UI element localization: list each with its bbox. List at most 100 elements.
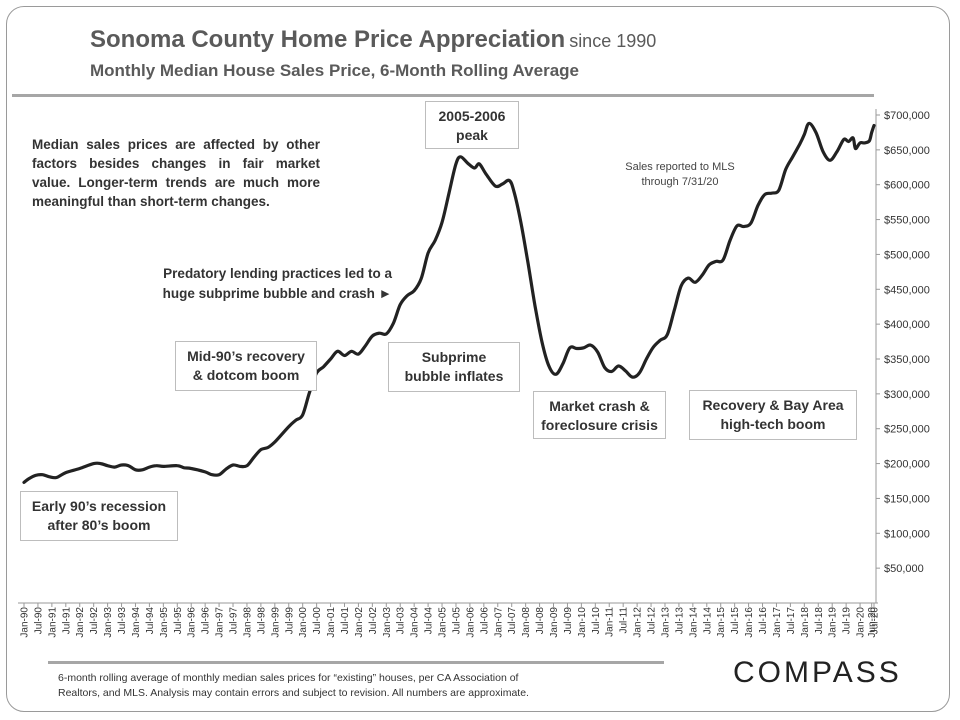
x-tick-label: Jan-99 xyxy=(270,607,281,638)
x-tick-label: Jul-95 xyxy=(173,607,184,635)
annotation-line: Market crash & xyxy=(549,398,650,414)
x-tick-label: Jan-04 xyxy=(410,607,421,638)
x-tick-label: Jan-98 xyxy=(242,607,253,638)
compass-logo: COMPASS xyxy=(733,656,902,689)
y-tick-label: $600,000 xyxy=(884,180,930,192)
annotation-line: Early 90’s recession xyxy=(31,498,167,514)
x-tick-label: Jan-08 xyxy=(521,607,532,638)
y-tick-label: $200,000 xyxy=(884,459,930,471)
top-divider xyxy=(12,94,874,97)
annotation-line: Subprime xyxy=(421,349,487,365)
footer-note: 6-month rolling average of monthly media… xyxy=(58,671,658,701)
bottom-divider xyxy=(48,661,664,664)
x-tick-label: Jul-94 xyxy=(145,607,156,635)
x-tick-label: Jul-03 xyxy=(396,607,407,635)
x-tick-label: Jan-06 xyxy=(465,607,476,638)
x-tick-label: Jan-97 xyxy=(215,607,226,638)
x-tick-label: Jan-19 xyxy=(828,607,839,638)
peak-annotation: 2005-2006 peak xyxy=(425,101,519,149)
x-tick-label: Jan-17 xyxy=(772,607,783,638)
y-tick-label: $100,000 xyxy=(884,528,930,540)
y-tick-label: $250,000 xyxy=(884,424,930,436)
x-tick-label: Jul-93 xyxy=(117,607,128,635)
x-tick-label: Jul-11 xyxy=(619,607,630,634)
predatory-lending-note: Predatory lending practices led to a hug… xyxy=(120,264,392,304)
x-tick-label: Jul-20 xyxy=(870,607,881,635)
x-tick-label: Jul-91 xyxy=(61,607,72,635)
predatory-note-line: huge subprime bubble and crash ► xyxy=(162,286,392,301)
median-note-line: meaningful than short-term changes. xyxy=(32,194,270,209)
median-price-line xyxy=(22,121,876,484)
x-tick-label: Jul-92 xyxy=(89,607,100,635)
footer-line: Realtors, and MLS. Analysis may contain … xyxy=(58,687,529,699)
y-tick-label: $50,000 xyxy=(884,563,924,575)
x-tick-label: Jul-16 xyxy=(758,607,769,635)
x-tick-label: Jul-18 xyxy=(814,607,825,635)
x-tick-label: Jul-00 xyxy=(312,607,323,635)
x-tick-label: Jul-06 xyxy=(479,607,490,635)
x-tick-label: Jul-15 xyxy=(730,607,741,635)
y-tick-label: $300,000 xyxy=(884,389,930,401)
annotation-line: Mid-90’s recovery xyxy=(187,348,305,364)
x-tick-label: Jul-90 xyxy=(33,607,44,635)
y-tick-label: $350,000 xyxy=(884,354,930,366)
x-tick-label: Jul-19 xyxy=(842,607,853,635)
x-tick-label: Jul-14 xyxy=(702,607,713,635)
predatory-note-line: Predatory lending practices led to a xyxy=(163,266,392,281)
x-tick-label: Jan-02 xyxy=(354,607,365,638)
chart-title: Sonoma County Home Price Appreciation sin… xyxy=(90,26,656,54)
x-tick-label: Jul-08 xyxy=(535,607,546,635)
title-main: Sonoma County Home Price Appreciation xyxy=(90,26,566,53)
x-tick-label: Jun-20 xyxy=(867,607,878,638)
mls-note: Sales reported to MLS through 7/31/20 xyxy=(580,160,780,190)
y-axis: $50,000 $100,000 $150,000 $200,000 $250,000 $… xyxy=(875,109,930,603)
x-tick-label: Jan-15 xyxy=(716,607,727,638)
x-tick-label: Jul-98 xyxy=(256,607,267,635)
annotation-line: bubble inflates xyxy=(404,368,504,384)
x-tick-label: Jan-90 xyxy=(20,607,31,638)
annotation-line: foreclosure crisis xyxy=(541,417,658,433)
x-tick-label: Jan-13 xyxy=(660,607,671,638)
annotation-line: high-tech boom xyxy=(720,416,826,432)
x-tick-label: Jul-99 xyxy=(284,607,295,635)
median-note-line: Median sales prices are affected by othe… xyxy=(32,137,320,152)
median-note-line: factors besides changes in fair market xyxy=(32,156,320,171)
median-note: Median sales prices are affected by othe… xyxy=(32,135,320,211)
x-tick-label: Jul-97 xyxy=(229,607,240,635)
chart-subtitle: Monthly Median House Sales Price, 6-Mont… xyxy=(90,61,579,80)
y-tick-label: $450,000 xyxy=(884,284,930,296)
x-tick-label: Jan-95 xyxy=(159,607,170,638)
x-tick-label: Jul-96 xyxy=(201,607,212,635)
mls-note-line: Sales reported to MLS xyxy=(625,161,735,173)
y-tick-label: $150,000 xyxy=(884,493,930,505)
annotation-line: 2005-2006 xyxy=(438,108,506,124)
x-tick-label: Jul-04 xyxy=(424,607,435,635)
y-tick-label: $500,000 xyxy=(884,249,930,261)
x-tick-label: Jan-93 xyxy=(103,607,114,638)
y-tick-label: $550,000 xyxy=(884,215,930,227)
x-tick-label: Jul-10 xyxy=(591,607,602,635)
x-tick-label: Jul-13 xyxy=(674,607,685,635)
annotation-line: Recovery & Bay Area xyxy=(702,397,844,413)
mls-note-line: through 7/31/20 xyxy=(641,176,719,188)
mid-90s-annotation: Mid-90’s recovery & dotcom boom xyxy=(175,341,317,391)
y-tick-label: $650,000 xyxy=(884,145,930,157)
x-tick-label: Jan-11 xyxy=(605,607,616,637)
x-tick-label: Jul-17 xyxy=(786,607,797,635)
early-90s-annotation: Early 90’s recession after 80’s boom xyxy=(20,491,178,541)
x-tick-label: Jul-07 xyxy=(507,607,518,635)
y-tick-label: $400,000 xyxy=(884,319,930,331)
x-tick-label: Jan-94 xyxy=(131,607,142,638)
x-tick-label: Jan-00 xyxy=(298,607,309,638)
title-since: since 1990 xyxy=(569,31,657,51)
x-tick-label: Jul-12 xyxy=(647,607,658,635)
x-tick-label: Jan-05 xyxy=(438,607,449,638)
footer-line: 6-month rolling average of monthly media… xyxy=(58,672,519,684)
x-axis: Jan-90 Jul-90 Jan-91 Jul-91 Jan-92 Jul-92 Jan-… xyxy=(18,602,881,638)
subprime-annotation: Subprime bubble inflates xyxy=(388,342,520,392)
x-tick-label: Jul-05 xyxy=(451,607,462,635)
x-tick-label: Jan-91 xyxy=(47,607,58,638)
x-tick-label: Jul-01 xyxy=(340,607,351,635)
crash-annotation: Market crash & foreclosure crisis xyxy=(533,391,666,439)
